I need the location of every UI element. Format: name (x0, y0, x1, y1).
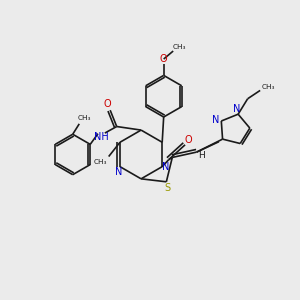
Text: CH₃: CH₃ (262, 84, 275, 90)
Text: CH₃: CH₃ (94, 160, 107, 166)
Text: O: O (184, 135, 192, 145)
Text: N: N (233, 104, 240, 114)
Text: NH: NH (94, 132, 108, 142)
Text: CH₃: CH₃ (172, 44, 186, 50)
Text: O: O (104, 99, 112, 109)
Text: N: N (162, 162, 170, 172)
Text: H: H (198, 151, 205, 160)
Text: S: S (165, 183, 171, 193)
Text: CH₃: CH₃ (77, 115, 91, 121)
Text: O: O (160, 54, 167, 64)
Text: N: N (212, 115, 220, 124)
Text: N: N (115, 167, 122, 177)
